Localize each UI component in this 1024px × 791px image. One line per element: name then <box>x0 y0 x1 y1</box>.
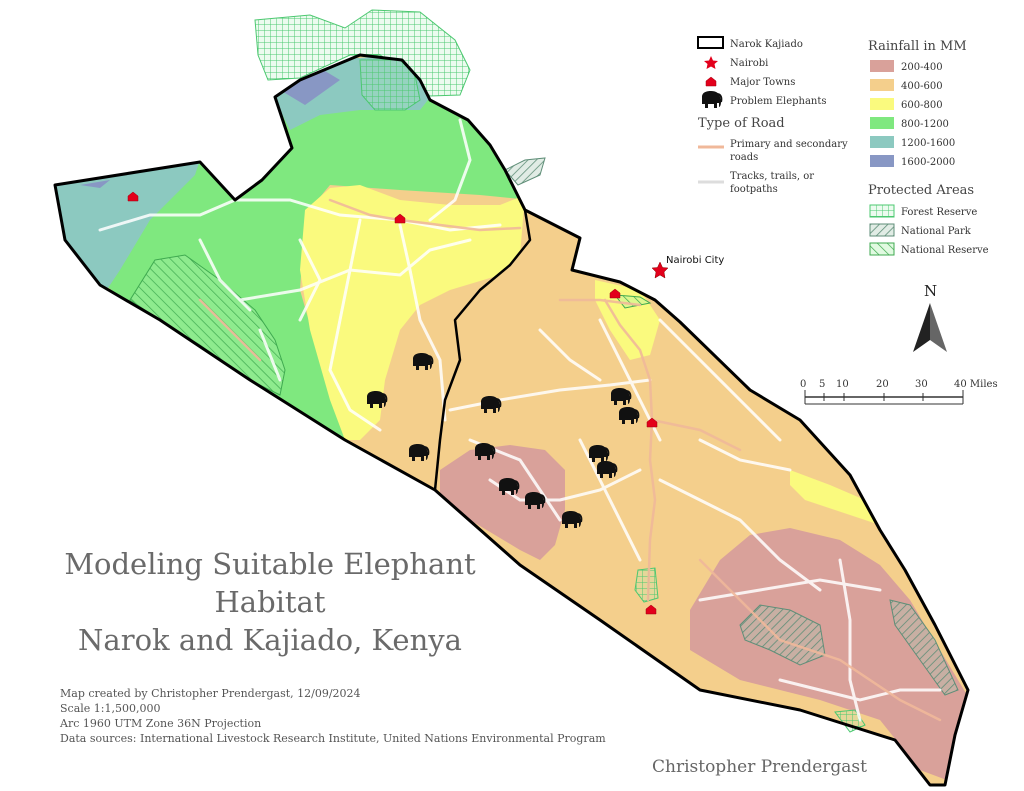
rain-zone-1600-2000 <box>280 68 340 105</box>
north-arrow-right-icon <box>930 303 947 352</box>
boundary-swatch <box>697 36 724 49</box>
forest-reserve-south <box>634 567 659 603</box>
legend-towns-label: Major Towns <box>730 77 795 88</box>
scale-tick-5: 5 <box>819 379 825 390</box>
legend-boundary-label: Narok Kajiado <box>730 39 803 50</box>
scale-tick-30: 30 <box>915 379 928 390</box>
rain-class-swatch <box>870 117 894 129</box>
forest-reserve-swatch <box>869 204 895 218</box>
legend-protected-title: Protected Areas <box>868 183 974 198</box>
legend-tracks-label-2: footpaths <box>730 184 778 195</box>
legend-roads-title: Type of Road <box>698 116 785 131</box>
map-credits: Map created by Christopher Prendergast, … <box>60 686 606 746</box>
credit-line: Scale 1:1,500,000 <box>60 702 161 715</box>
rain-class-swatch <box>870 136 894 148</box>
road-network <box>98 118 942 722</box>
nairobi-star-icon[interactable] <box>651 261 669 279</box>
title-line-2: Habitat <box>214 585 326 619</box>
legend-tracks-label: Tracks, trails, or <box>730 171 814 182</box>
legend-national-reserve-label: National Reserve <box>901 245 989 256</box>
title-line-3: Narok and Kajiado, Kenya <box>78 623 462 657</box>
north-arrow: N <box>913 282 947 352</box>
credit-line: Arc 1960 UTM Zone 36N Projection <box>60 717 262 730</box>
elephant-legend-icon <box>701 90 723 109</box>
scale-tick-40-miles: 40 Miles <box>954 379 998 390</box>
rain-class-label: 600-800 <box>901 100 943 111</box>
scale-bar: 0 5 10 20 30 40 Miles <box>800 379 998 405</box>
rain-class-label: 800-1200 <box>901 119 949 130</box>
north-label: N <box>924 282 937 300</box>
rain-class-swatch <box>870 155 894 167</box>
rain-class-swatch <box>870 60 894 72</box>
legend-left: Narok Kajiado Nairobi Major Towns Proble… <box>697 36 848 195</box>
county-divider <box>433 209 532 491</box>
rain-zone-1600-2000-west <box>80 180 110 188</box>
scale-tick-20: 20 <box>876 379 889 390</box>
rain-class-label: 1200-1600 <box>901 138 955 149</box>
rain-class-swatch <box>870 98 894 110</box>
scale-tick-10: 10 <box>836 379 849 390</box>
rain-class-label: 1600-2000 <box>901 157 955 168</box>
legend-forest-reserve-label: Forest Reserve <box>901 207 977 218</box>
rain-zone-600-800 <box>300 185 525 440</box>
legend-nairobi-label: Nairobi <box>730 58 768 69</box>
legend-right: Rainfall in MM 200-400 400-600 600-800 800-… <box>868 39 989 256</box>
legend-national-park-label: National Park <box>901 226 972 237</box>
rain-class-label: 400-600 <box>901 81 943 92</box>
town-legend-icon <box>705 76 717 87</box>
legend-elephants-label: Problem Elephants <box>730 96 827 107</box>
legend-rain-title: Rainfall in MM <box>868 39 967 54</box>
rain-class-label: 200-400 <box>901 62 943 73</box>
nairobi-legend-star-icon <box>704 56 718 69</box>
rain-zone-200-400-central <box>440 445 565 560</box>
narok-kajiado-boundary <box>53 53 970 787</box>
credit-line: Map created by Christopher Prendergast, … <box>60 687 361 700</box>
author-signature: Christopher Prendergast <box>652 757 867 777</box>
national-park-chyulu <box>889 599 959 696</box>
map-title: Modeling Suitable Elephant Habitat Narok… <box>60 545 480 659</box>
north-arrow-left-icon <box>913 303 930 352</box>
national-park-swatch <box>869 223 895 237</box>
credit-line: Data sources: International Livestock Re… <box>60 732 606 745</box>
legend-primary-road-label-2: roads <box>730 152 758 163</box>
national-reserve-swatch <box>869 242 895 256</box>
title-line-1: Modeling Suitable Elephant <box>64 547 476 581</box>
nairobi-city-label: Nairobi City <box>666 255 724 266</box>
rain-class-swatch <box>870 79 894 91</box>
scale-tick-0: 0 <box>800 379 806 390</box>
national-park-north <box>504 157 546 186</box>
legend-primary-road-label: Primary and secondary <box>730 139 848 150</box>
rain-zone-600-800-east <box>790 470 880 525</box>
